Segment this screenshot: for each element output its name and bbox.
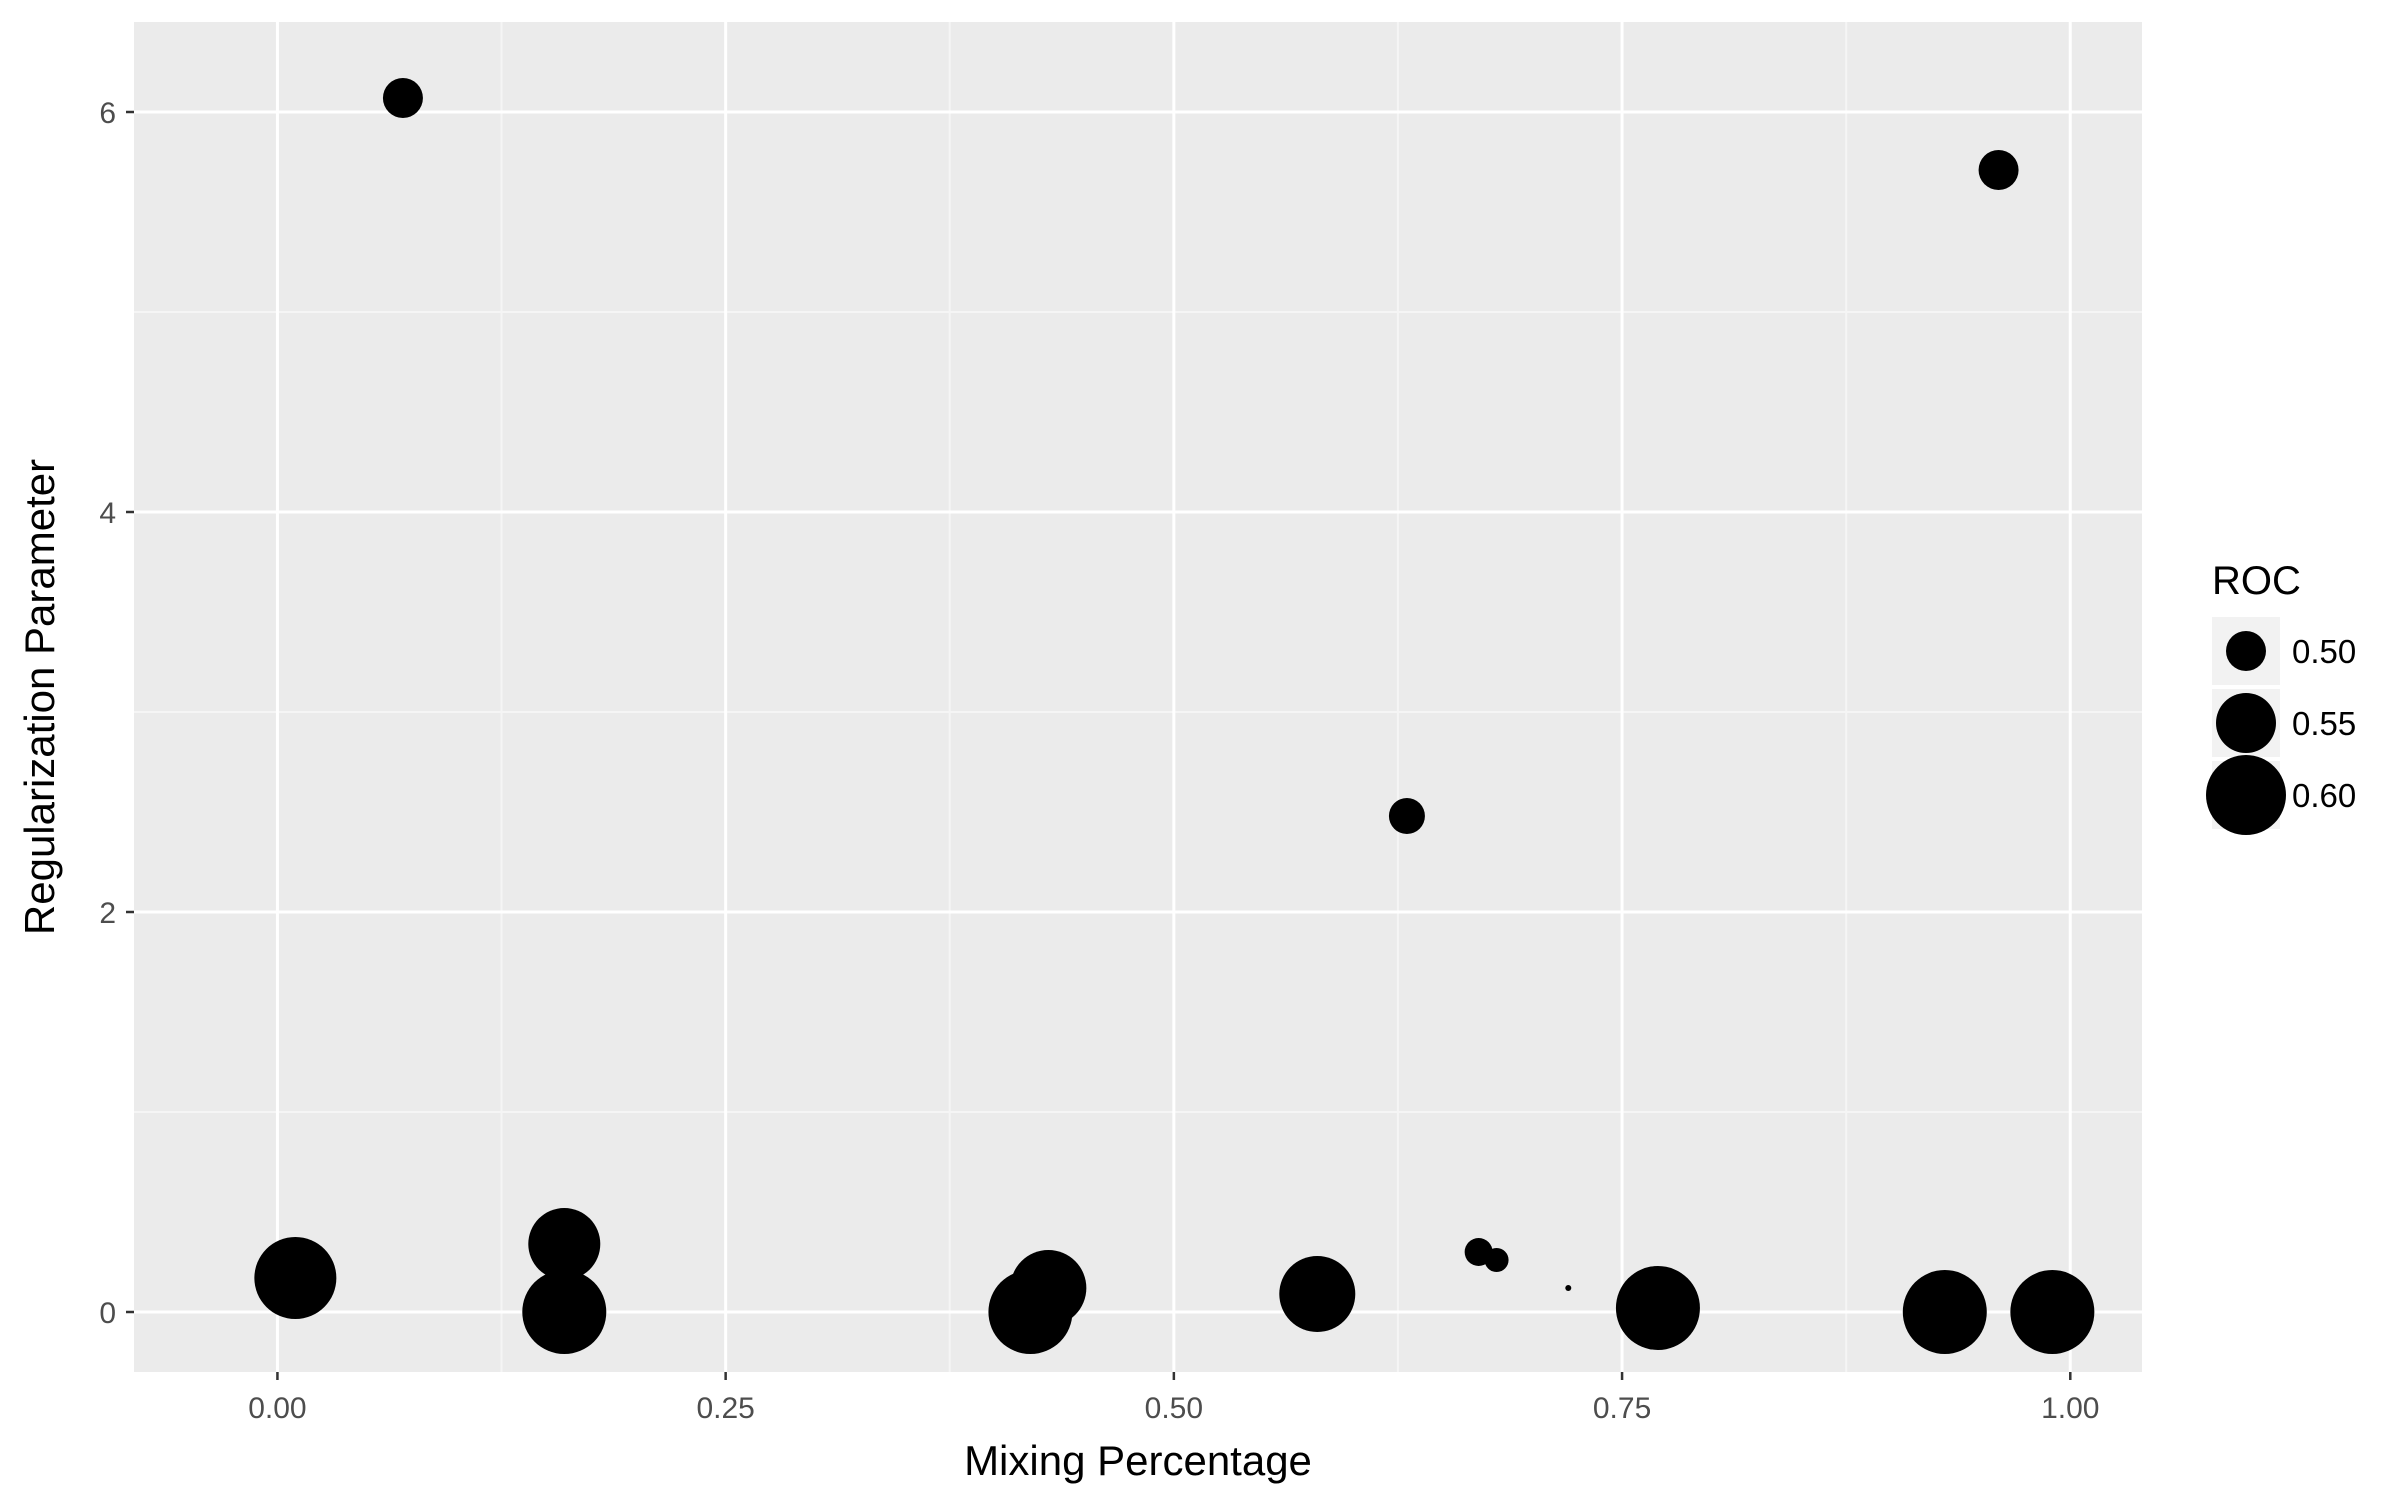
data-point [382,78,423,118]
x-tick-label: 0.50 [1145,1392,1203,1425]
x-axis-title: Mixing Percentage [964,1437,1312,1484]
data-point [2010,1270,2095,1354]
legend-key-label: 0.55 [2292,705,2356,742]
size-legend: ROC 0.50 0.55 0.60 [2206,559,2356,835]
data-points [254,78,2095,1354]
data-point [522,1270,607,1354]
legend-title: ROC [2212,559,2301,603]
data-point [1388,798,1425,834]
data-point [254,1237,337,1319]
data-point [1978,150,2019,190]
data-point [1615,1266,1700,1350]
y-tick-label: 2 [99,897,116,930]
legend-key-point [2226,631,2266,671]
x-tick-label: 0.00 [248,1392,306,1425]
y-tick-label: 0 [99,1297,116,1330]
legend-key-point [2216,693,2276,753]
y-tick-label: 4 [99,497,116,530]
y-tick-label: 6 [99,97,116,130]
grid-lines [134,22,2142,1372]
y-axis-title: Regularization Parameter [16,459,63,935]
x-tick-label: 1.00 [2041,1392,2099,1425]
data-point [1279,1256,1356,1332]
legend-key-point [2206,755,2286,835]
x-tick-label: 0.75 [1593,1392,1651,1425]
data-point [528,1208,601,1280]
data-point [1010,1250,1087,1326]
x-tick-label: 0.25 [696,1392,754,1425]
data-point [1565,1285,1572,1291]
data-point [1902,1270,1987,1354]
legend-key-label: 0.50 [2292,633,2356,670]
axis-ticks: 0.00 0.25 0.50 0.75 1.00 0 2 4 6 [99,97,2099,1425]
legend-keys: 0.50 0.55 0.60 [2206,617,2356,835]
plot-panel [134,22,2142,1372]
data-point [1484,1248,1509,1272]
legend-key-label: 0.60 [2292,777,2356,814]
